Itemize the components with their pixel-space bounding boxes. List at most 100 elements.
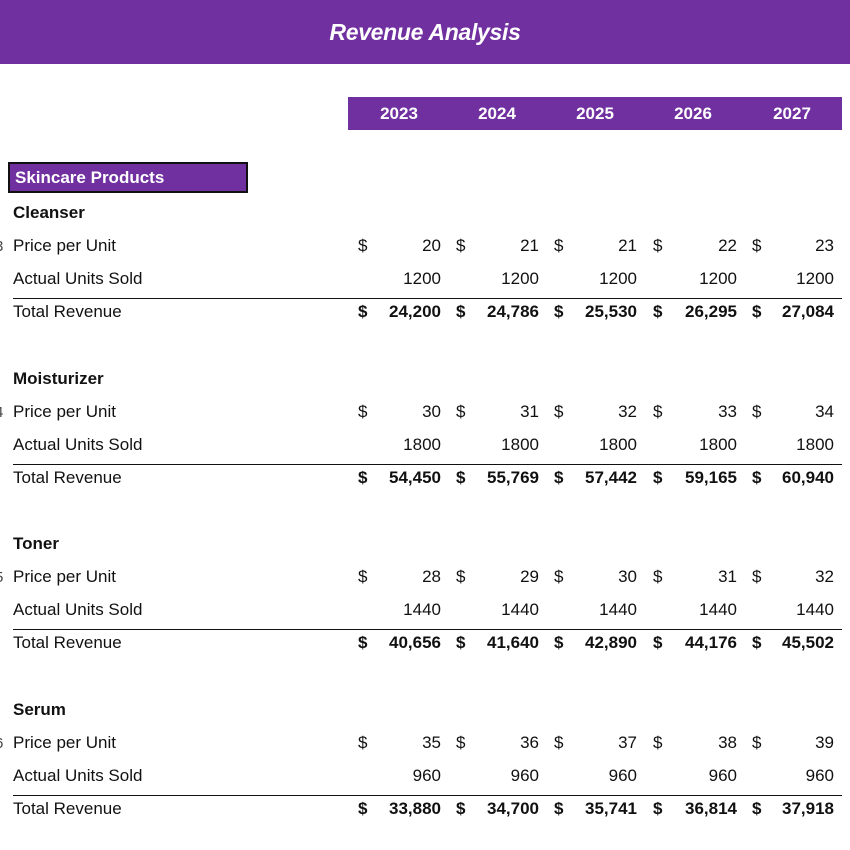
title-banner: Revenue Analysis — [0, 0, 850, 64]
year-header-cell: 2025 — [576, 104, 614, 123]
table-cell: 35 — [422, 733, 441, 752]
table-cell: 1800 — [403, 435, 441, 454]
table-cell: 36,814 — [685, 799, 737, 818]
total-row-label: Total Revenue — [13, 302, 122, 321]
table-cell: 32 — [815, 567, 834, 586]
currency-symbol: $ — [554, 799, 564, 818]
table-cell: 40,656 — [389, 633, 441, 652]
table-cell: 38 — [718, 733, 737, 752]
currency-symbol: $ — [752, 402, 762, 421]
table-cell: 22 — [718, 236, 737, 255]
table-cell: 59,165 — [685, 468, 737, 487]
table-cell: 45,502 — [782, 633, 834, 652]
total-divider — [13, 298, 842, 299]
currency-symbol: $ — [752, 733, 762, 752]
table-cell: 26,295 — [685, 302, 737, 321]
product-name: Serum — [13, 700, 66, 719]
currency-symbol: $ — [653, 567, 663, 586]
table-cell: 23 — [815, 236, 834, 255]
currency-symbol: $ — [358, 567, 368, 586]
total-divider — [13, 629, 842, 630]
table-cell: 33,880 — [389, 799, 441, 818]
year-header-cell: 2023 — [380, 104, 418, 123]
currency-symbol: $ — [554, 733, 564, 752]
table-cell: 960 — [805, 766, 834, 785]
currency-symbol: $ — [358, 402, 368, 421]
table-cell: 24,786 — [487, 302, 539, 321]
currency-symbol: $ — [554, 567, 564, 586]
table-cell: 960 — [412, 766, 441, 785]
table-cell: 1200 — [699, 269, 737, 288]
currency-symbol: $ — [653, 402, 663, 421]
table-cell: 33 — [718, 402, 737, 421]
currency-symbol: $ — [752, 799, 762, 818]
year-header-bar: 2023 2024 2025 2026 2027 — [348, 97, 842, 130]
table-cell: 29 — [520, 567, 539, 586]
currency-symbol: $ — [752, 633, 762, 652]
currency-symbol: $ — [358, 236, 368, 255]
table-cell: 30 — [422, 402, 441, 421]
table-cell: 1800 — [599, 435, 637, 454]
currency-symbol: $ — [456, 236, 466, 255]
table-cell: 30 — [618, 567, 637, 586]
currency-symbol: $ — [358, 799, 368, 818]
table-cell: 1200 — [796, 269, 834, 288]
currency-symbol: $ — [554, 302, 564, 321]
currency-symbol: $ — [358, 302, 368, 321]
table-cell: 39 — [815, 733, 834, 752]
currency-symbol: $ — [653, 733, 663, 752]
currency-symbol: $ — [653, 302, 663, 321]
row-number-marker: 4 — [0, 404, 3, 421]
table-cell: 1440 — [699, 600, 737, 619]
table-cell: 1440 — [403, 600, 441, 619]
year-header-cell: 2027 — [773, 104, 811, 123]
currency-symbol: $ — [554, 633, 564, 652]
table-cell: 42,890 — [585, 633, 637, 652]
year-header-cell: 2024 — [478, 104, 516, 123]
currency-symbol: $ — [456, 733, 466, 752]
total-row-label: Total Revenue — [13, 799, 122, 818]
table-cell: 1200 — [501, 269, 539, 288]
table-cell: 1440 — [796, 600, 834, 619]
table-cell: 960 — [510, 766, 539, 785]
table-cell: 35,741 — [585, 799, 637, 818]
price-row-label: Price per Unit — [13, 733, 116, 752]
table-cell: 960 — [608, 766, 637, 785]
price-row-label: Price per Unit — [13, 567, 116, 586]
units-row-label: Actual Units Sold — [13, 435, 143, 454]
currency-symbol: $ — [554, 236, 564, 255]
table-cell: 34,700 — [487, 799, 539, 818]
currency-symbol: $ — [653, 468, 663, 487]
row-number-marker: 6 — [0, 735, 3, 752]
table-cell: 1800 — [796, 435, 834, 454]
table-cell: 37,918 — [782, 799, 834, 818]
table-cell: 34 — [815, 402, 834, 421]
table-cell: 41,640 — [487, 633, 539, 652]
table-cell: 1200 — [599, 269, 637, 288]
units-row-label: Actual Units Sold — [13, 600, 143, 619]
currency-symbol: $ — [653, 633, 663, 652]
table-cell: 1200 — [403, 269, 441, 288]
currency-symbol: $ — [554, 468, 564, 487]
table-cell: 1440 — [501, 600, 539, 619]
table-cell: 28 — [422, 567, 441, 586]
table-cell: 44,176 — [685, 633, 737, 652]
currency-symbol: $ — [752, 236, 762, 255]
table-cell: 21 — [618, 236, 637, 255]
product-name: Moisturizer — [13, 369, 104, 388]
total-row-label: Total Revenue — [13, 468, 122, 487]
row-number-marker: 5 — [0, 569, 3, 586]
table-cell: 25,530 — [585, 302, 637, 321]
table-cell: 55,769 — [487, 468, 539, 487]
table-cell: 32 — [618, 402, 637, 421]
currency-symbol: $ — [456, 799, 466, 818]
currency-symbol: $ — [554, 402, 564, 421]
table-cell: 21 — [520, 236, 539, 255]
currency-symbol: $ — [358, 633, 368, 652]
table-cell: 54,450 — [389, 468, 441, 487]
total-row-label: Total Revenue — [13, 633, 122, 652]
currency-symbol: $ — [456, 402, 466, 421]
row-number-marker: 3 — [0, 238, 3, 255]
currency-symbol: $ — [653, 799, 663, 818]
table-cell: 31 — [520, 402, 539, 421]
